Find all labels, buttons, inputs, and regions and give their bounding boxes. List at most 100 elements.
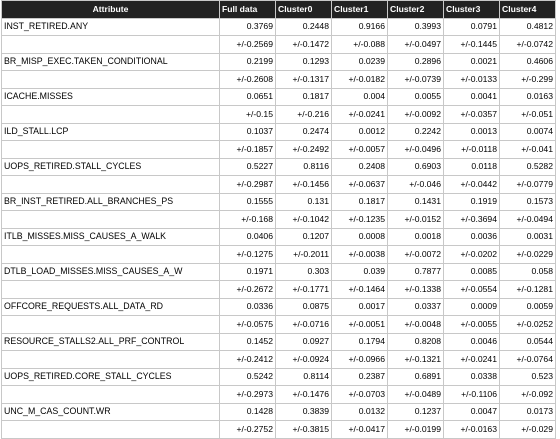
table-row: ITLB_MISSES.MISS_CAUSES_A_WALK 0.0406 0.12… — [1, 227, 556, 246]
blank-attribute-cell — [1, 350, 220, 369]
blank-attribute-cell — [1, 105, 220, 124]
value-cell: 0.0791 — [443, 17, 500, 36]
value-cell: 0.0012 — [331, 122, 388, 141]
attribute-name-cell: ICACHE.MISSES — [1, 87, 220, 106]
value-cell: 0.131 — [275, 192, 332, 211]
blank-attribute-cell — [1, 420, 220, 439]
error-cell: +/-0.0118 — [443, 140, 500, 159]
value-cell: 0.2199 — [219, 52, 276, 71]
error-cell: +/-0.0199 — [387, 420, 444, 439]
value-cell: 0.2896 — [387, 52, 444, 71]
value-cell: 0.1555 — [219, 192, 276, 211]
error-cell: +/-0.0092 — [387, 105, 444, 124]
error-cell: +/-0.3694 — [443, 210, 500, 229]
table-row-error: +/-0.2672 +/-0.1771 +/-0.1464 +/-0.1338 +/-0… — [1, 280, 556, 299]
value-cell: 0.0132 — [331, 402, 388, 421]
error-cell: +/-0.0637 — [331, 175, 388, 194]
table-row: UOPS_RETIRED.STALL_CYCLES 0.5227 0.8116 0.2… — [1, 157, 556, 176]
error-cell: +/-0.0739 — [387, 70, 444, 89]
value-cell: 0.1207 — [275, 227, 332, 246]
error-cell: +/-0.299 — [499, 70, 556, 89]
error-cell: +/-0.0241 — [331, 105, 388, 124]
error-cell: +/-0.1275 — [219, 245, 276, 264]
error-cell: +/-0.0038 — [331, 245, 388, 264]
value-cell: 0.3769 — [219, 17, 276, 36]
column-header-attribute: Attribute — [1, 0, 220, 19]
error-cell: +/-0.1857 — [219, 140, 276, 159]
value-cell: 0.1037 — [219, 122, 276, 141]
error-cell: +/-0.0417 — [331, 420, 388, 439]
blank-attribute-cell — [1, 280, 220, 299]
value-cell: 0.0008 — [331, 227, 388, 246]
error-cell: +/-0.1476 — [275, 385, 332, 404]
value-cell: 0.7877 — [387, 262, 444, 281]
value-cell: 0.0059 — [499, 297, 556, 316]
error-cell: +/-0.2672 — [219, 280, 276, 299]
value-cell: 0.0239 — [331, 52, 388, 71]
error-cell: +/-0.0496 — [387, 140, 444, 159]
value-cell: 0.303 — [275, 262, 332, 281]
error-cell: +/-0.041 — [499, 140, 556, 159]
error-cell: +/-0.0779 — [499, 175, 556, 194]
value-cell: 0.0074 — [499, 122, 556, 141]
value-cell: 0.1293 — [275, 52, 332, 71]
value-cell: 0.0055 — [387, 87, 444, 106]
error-cell: +/-0.2492 — [275, 140, 332, 159]
value-cell: 0.0337 — [387, 297, 444, 316]
error-cell: +/-0.0051 — [331, 315, 388, 334]
attribute-name-cell: UOPS_RETIRED.CORE_STALL_CYCLES — [1, 367, 220, 386]
value-cell: 0.0018 — [387, 227, 444, 246]
table-row: OFFCORE_REQUESTS.ALL_DATA_RD 0.0336 0.0875… — [1, 297, 556, 316]
value-cell: 0.0017 — [331, 297, 388, 316]
table-row-error: +/-0.2973 +/-0.1476 +/-0.0703 +/-0.0489 +/-0… — [1, 385, 556, 404]
error-cell: +/-0.0442 — [443, 175, 500, 194]
attribute-name-cell: BR_MISP_EXEC.TAKEN_CONDITIONAL — [1, 52, 220, 71]
error-cell: +/-0.2011 — [275, 245, 332, 264]
value-cell: 0.8114 — [275, 367, 332, 386]
table-row: ICACHE.MISSES 0.0651 0.1817 0.004 0.0055 0.00… — [1, 87, 556, 106]
table-row-error: +/-0.2412 +/-0.0924 +/-0.0966 +/-0.1321 +/-0… — [1, 350, 556, 369]
value-cell: 0.9166 — [331, 17, 388, 36]
value-cell: 0.1428 — [219, 402, 276, 421]
table-row-error: +/-0.1275 +/-0.2011 +/-0.0038 +/-0.0072 +/-0… — [1, 245, 556, 264]
table-row: DTLB_LOAD_MISSES.MISS_CAUSES_A_W 0.1971 0.… — [1, 262, 556, 281]
value-cell: 0.0085 — [443, 262, 500, 281]
error-cell: +/-0.0924 — [275, 350, 332, 369]
column-header-cluster2: Cluster2 — [387, 0, 444, 19]
table-row-error: +/-0.0575 +/-0.0716 +/-0.0051 +/-0.0048 +/-0… — [1, 315, 556, 334]
value-cell: 0.0047 — [443, 402, 500, 421]
error-cell: +/-0.1456 — [275, 175, 332, 194]
blank-attribute-cell — [1, 35, 220, 54]
error-cell: +/-0.1235 — [331, 210, 388, 229]
error-cell: +/-0.0133 — [443, 70, 500, 89]
blank-attribute-cell — [1, 175, 220, 194]
value-cell: 0.0118 — [443, 157, 500, 176]
attribute-name-cell: ILD_STALL.LCP — [1, 122, 220, 141]
error-cell: +/-0.0057 — [331, 140, 388, 159]
table-body: INST_RETIRED.ANY 0.3769 0.2448 0.9166 0.3993… — [1, 17, 556, 439]
error-cell: +/-0.0742 — [499, 35, 556, 54]
error-cell: +/-0.15 — [219, 105, 276, 124]
error-cell: +/-0.2569 — [219, 35, 276, 54]
value-cell: 0.0338 — [443, 367, 500, 386]
value-cell: 0.0046 — [443, 332, 500, 351]
attribute-name-cell: OFFCORE_REQUESTS.ALL_DATA_RD — [1, 297, 220, 316]
attribute-name-cell: INST_RETIRED.ANY — [1, 17, 220, 36]
attribute-name-cell: UNC_M_CAS_COUNT.WR — [1, 402, 220, 421]
blank-attribute-cell — [1, 210, 220, 229]
value-cell: 0.5227 — [219, 157, 276, 176]
value-cell: 0.0544 — [499, 332, 556, 351]
error-cell: +/-0.1338 — [387, 280, 444, 299]
value-cell: 0.0173 — [499, 402, 556, 421]
table-row: ILD_STALL.LCP 0.1037 0.2474 0.0012 0.2242 0.0… — [1, 122, 556, 141]
blank-attribute-cell — [1, 140, 220, 159]
value-cell: 0.8208 — [387, 332, 444, 351]
value-cell: 0.0036 — [443, 227, 500, 246]
value-cell: 0.6891 — [387, 367, 444, 386]
table-row: UOPS_RETIRED.CORE_STALL_CYCLES 0.5242 0.81… — [1, 367, 556, 386]
error-cell: +/-0.051 — [499, 105, 556, 124]
attribute-name-cell: DTLB_LOAD_MISSES.MISS_CAUSES_A_W — [1, 262, 220, 281]
table-row-error: +/-0.2987 +/-0.1456 +/-0.0637 +/-0.046 +/-0.… — [1, 175, 556, 194]
error-cell: +/-0.2752 — [219, 420, 276, 439]
value-cell: 0.1431 — [387, 192, 444, 211]
